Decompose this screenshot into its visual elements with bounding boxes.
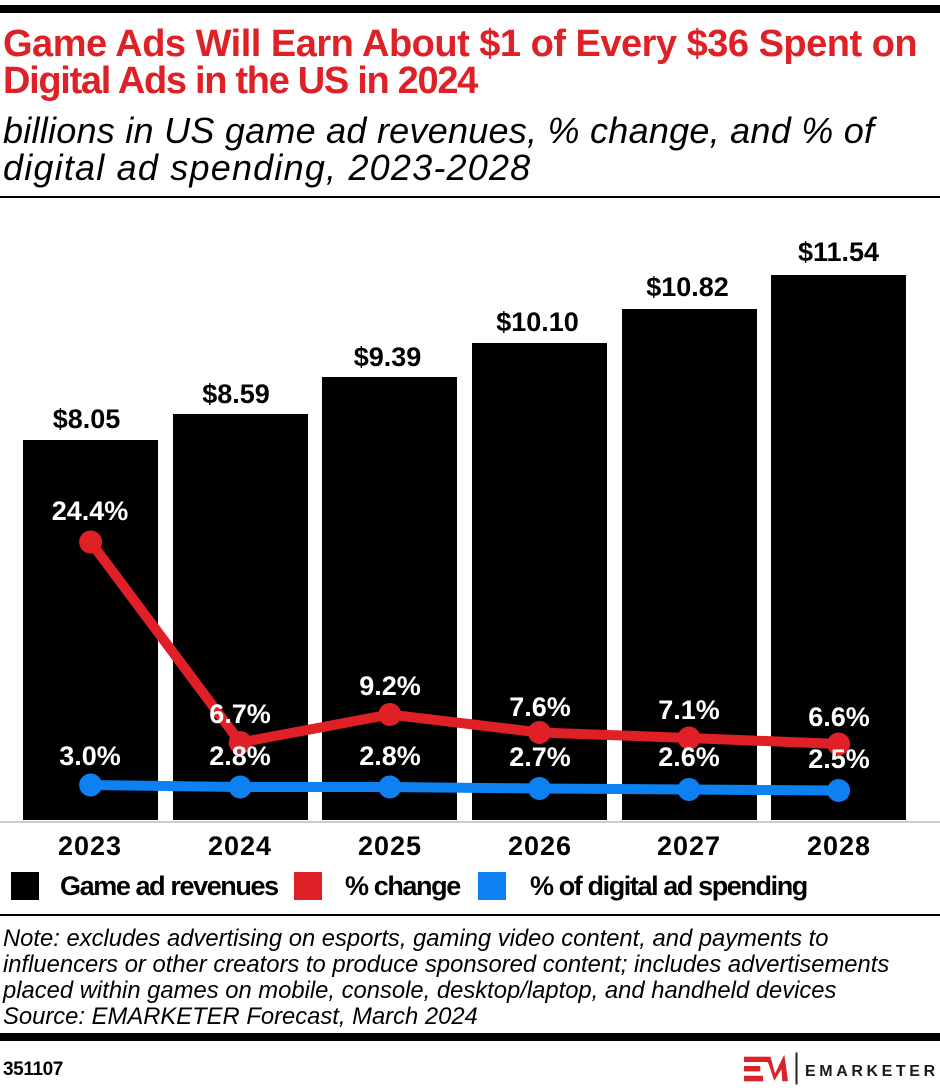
svg-text:EMARKETER: EMARKETER — [805, 1063, 936, 1080]
